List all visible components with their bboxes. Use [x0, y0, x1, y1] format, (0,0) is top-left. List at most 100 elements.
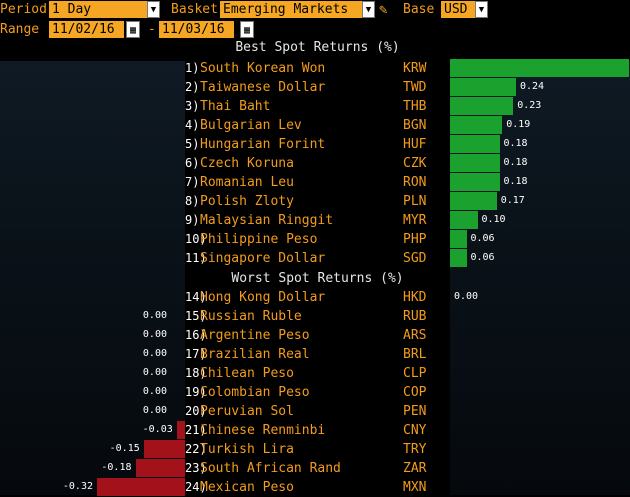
list-item[interactable]: 14) Hong Kong Dollar HKD	[185, 288, 450, 307]
list-item[interactable]: 15) Russian Ruble RUB	[185, 307, 450, 326]
bar-value-label: 0.00	[454, 291, 479, 302]
currency-code: PEN	[403, 404, 427, 419]
currency-name: Hungarian Forint	[200, 137, 326, 152]
list-item[interactable]: 21) Chinese Renminbi CNY	[185, 421, 450, 440]
base-currency-select[interactable]: USD	[441, 1, 475, 18]
currency-code: HKD	[403, 290, 427, 305]
basket-select[interactable]: Emerging Markets	[220, 1, 362, 18]
rank-number: 7)	[185, 175, 200, 189]
negative-bar	[176, 421, 185, 439]
rank-number: 20)	[185, 404, 207, 418]
bar-value-label: 0.24	[520, 81, 545, 92]
currency-code: THB	[403, 99, 427, 114]
rank-number: 6)	[185, 156, 200, 170]
worst-returns-title: Worst Spot Returns (%)	[231, 271, 404, 286]
list-item[interactable]: 24) Mexican Peso MXN	[185, 478, 450, 497]
currency-name: Bulgarian Lev	[200, 118, 302, 133]
currency-code: TRY	[403, 442, 427, 457]
positive-bar	[450, 173, 500, 191]
bar-value-label: 0.19	[506, 119, 531, 130]
currency-code: ARS	[403, 328, 427, 343]
currency-name: Chilean Peso	[200, 366, 294, 381]
currency-code: PHP	[403, 232, 427, 247]
list-item[interactable]: 7) Romanian Leu RON	[185, 173, 450, 192]
calendar-icon[interactable]: ▦	[240, 21, 254, 38]
list-item[interactable]: 11) Singapore Dollar SGD	[185, 249, 450, 268]
list-item[interactable]: 8) Polish Zloty PLN	[185, 192, 450, 211]
currency-code: BRL	[403, 347, 427, 362]
list-item[interactable]: 1) South Korean Won KRW	[185, 59, 450, 78]
list-item[interactable]: 19) Colombian Peso COP	[185, 383, 450, 402]
currency-code: RUB	[403, 309, 427, 324]
bar-value-label: 0.06	[470, 252, 495, 263]
currency-name: Colombian Peso	[200, 385, 310, 400]
list-item[interactable]: 6) Czech Koruna CZK	[185, 154, 450, 173]
rank-number: 22)	[185, 442, 207, 456]
bar-value-label: 0.00	[142, 348, 167, 359]
currency-name: Polish Zloty	[200, 194, 294, 209]
list-item[interactable]: 2) Taiwanese Dollar TWD	[185, 78, 450, 97]
period-select[interactable]: 1 Day	[49, 1, 147, 18]
range-start-input[interactable]: 11/02/16	[49, 21, 124, 38]
currency-code: COP	[403, 385, 427, 400]
list-item[interactable]: 18) Chilean Peso CLP	[185, 364, 450, 383]
currency-name: Mexican Peso	[200, 480, 294, 495]
currency-name: Czech Koruna	[200, 156, 294, 171]
range-end-input[interactable]: 11/03/16	[159, 21, 234, 38]
currency-code: MXN	[403, 480, 427, 495]
list-item[interactable]: 9) Malaysian Ringgit MYR	[185, 211, 450, 230]
bar-value-label: 0.06	[470, 233, 495, 244]
bar-value-label: 0.00	[142, 367, 167, 378]
negative-bar	[135, 459, 185, 477]
range-separator: -	[148, 22, 156, 37]
currency-name: Taiwanese Dollar	[200, 80, 326, 95]
list-item[interactable]: 5) Hungarian Forint HUF	[185, 135, 450, 154]
list-item[interactable]: 3) Thai Baht THB	[185, 97, 450, 116]
rank-number: 23)	[185, 461, 207, 475]
chevron-down-icon[interactable]: ▼	[475, 1, 488, 18]
pencil-icon[interactable]: ✎	[379, 1, 388, 18]
rank-number: 21)	[185, 423, 207, 437]
positive-bar	[450, 59, 629, 77]
list-item[interactable]: 17) Brazilian Real BRL	[185, 345, 450, 364]
bar-value-label: 0.00	[142, 386, 167, 397]
rank-number: 14)	[185, 290, 207, 304]
list-item[interactable]: 4) Bulgarian Lev BGN	[185, 116, 450, 135]
bar-value-label: 0.18	[503, 176, 528, 187]
chevron-down-icon[interactable]: ▼	[362, 1, 375, 18]
list-item[interactable]: 22) Turkish Lira TRY	[185, 440, 450, 459]
currency-code: ZAR	[403, 461, 427, 476]
rank-number: 24)	[185, 480, 207, 494]
rank-number: 17)	[185, 347, 207, 361]
rank-number: 16)	[185, 328, 207, 342]
bar-value-label: -0.15	[109, 443, 140, 454]
currency-code: CLP	[403, 366, 427, 381]
positive-bar	[450, 249, 467, 267]
positive-bar	[450, 230, 467, 248]
bar-value-label: 0.17	[500, 195, 525, 206]
currency-name: Russian Ruble	[200, 309, 302, 324]
rank-number: 1)	[185, 61, 200, 75]
bar-value-label: 0.00	[142, 329, 167, 340]
positive-bar	[450, 97, 514, 115]
currency-name: South Korean Won	[200, 61, 326, 76]
currency-name: South African Rand	[200, 461, 341, 476]
bar-value-label: 0.18	[503, 138, 528, 149]
list-item[interactable]: 23) South African Rand ZAR	[185, 459, 450, 478]
currency-code: SGD	[403, 251, 427, 266]
basket-label: Basket	[171, 2, 218, 17]
currency-name: Chinese Renminbi	[200, 423, 326, 438]
list-item[interactable]: 20) Peruvian Sol PEN	[185, 402, 450, 421]
list-item[interactable]: 16) Argentine Peso ARS	[185, 326, 450, 345]
currency-name: Hong Kong Dollar	[200, 290, 326, 305]
currency-name: Turkish Lira	[200, 442, 294, 457]
list-item[interactable]: 10) Philippine Peso PHP	[185, 230, 450, 249]
best-returns-title: Best Spot Returns (%)	[235, 40, 400, 55]
currency-name: Thai Baht	[200, 99, 271, 114]
positive-bar	[450, 78, 516, 96]
currency-name: Brazilian Real	[200, 347, 310, 362]
bar-value-label: 0.18	[503, 157, 528, 168]
currency-name: Argentine Peso	[200, 328, 310, 343]
chevron-down-icon[interactable]: ▼	[147, 1, 160, 18]
calendar-icon[interactable]: ▦	[126, 21, 140, 38]
